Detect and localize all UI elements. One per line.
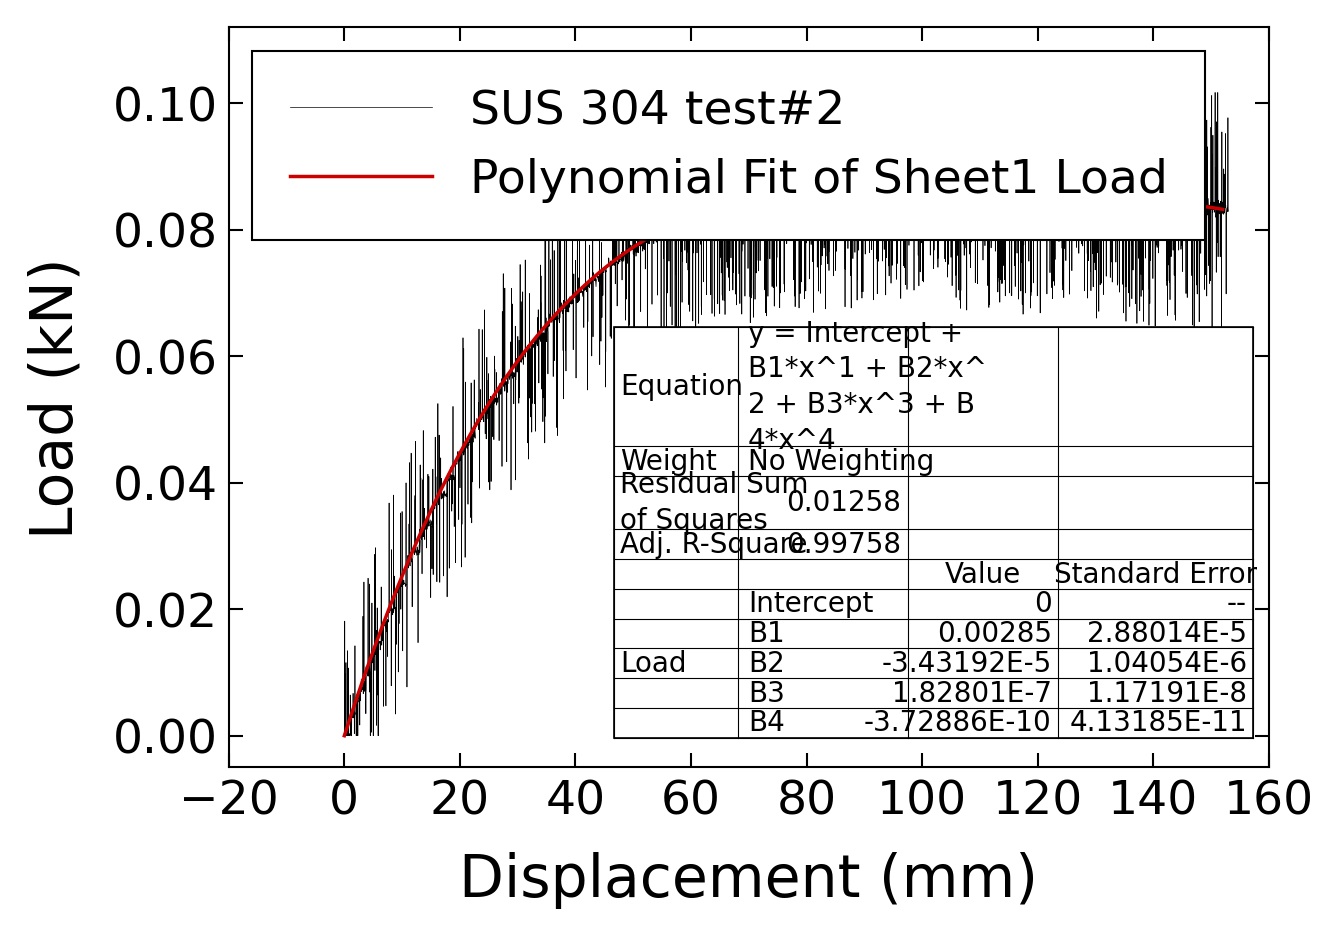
Polynomial Fit of Sheet1 Load <box>337 730 353 741</box>
Y-axis label: Load (kN): Load (kN) <box>28 257 84 538</box>
SUS 304 test#2 <box>1090 191 1106 202</box>
Polynomial Fit of Sheet1 Load <box>940 179 956 190</box>
SUS 304 test#2 <box>1143 200 1159 212</box>
SUS 304 test#2 <box>865 295 881 306</box>
SUS 304 test#2 <box>810 182 826 193</box>
Polynomial Fit of Sheet1 Load <box>691 208 707 219</box>
SUS 304 test#2 <box>1219 206 1235 217</box>
Polynomial Fit of Sheet1 Load <box>723 197 739 208</box>
Legend: SUS 304 test#2, Polynomial Fit of Sheet1 Load: SUS 304 test#2, Polynomial Fit of Sheet1… <box>252 51 1204 241</box>
SUS 304 test#2 <box>870 53 886 65</box>
Line: Polynomial Fit of Sheet1 Load: Polynomial Fit of Sheet1 Load <box>345 183 1222 736</box>
Line: SUS 304 test#2: SUS 304 test#2 <box>345 59 1227 736</box>
SUS 304 test#2 <box>740 263 756 274</box>
Polynomial Fit of Sheet1 Load <box>1022 183 1038 195</box>
Polynomial Fit of Sheet1 Load <box>885 178 901 189</box>
Polynomial Fit of Sheet1 Load <box>1038 184 1054 196</box>
X-axis label: Displacement (mm): Displacement (mm) <box>459 851 1038 908</box>
Polynomial Fit of Sheet1 Load <box>425 499 441 510</box>
Polynomial Fit of Sheet1 Load <box>1214 204 1230 215</box>
SUS 304 test#2 <box>337 730 353 741</box>
SUS 304 test#2 <box>1168 197 1184 208</box>
